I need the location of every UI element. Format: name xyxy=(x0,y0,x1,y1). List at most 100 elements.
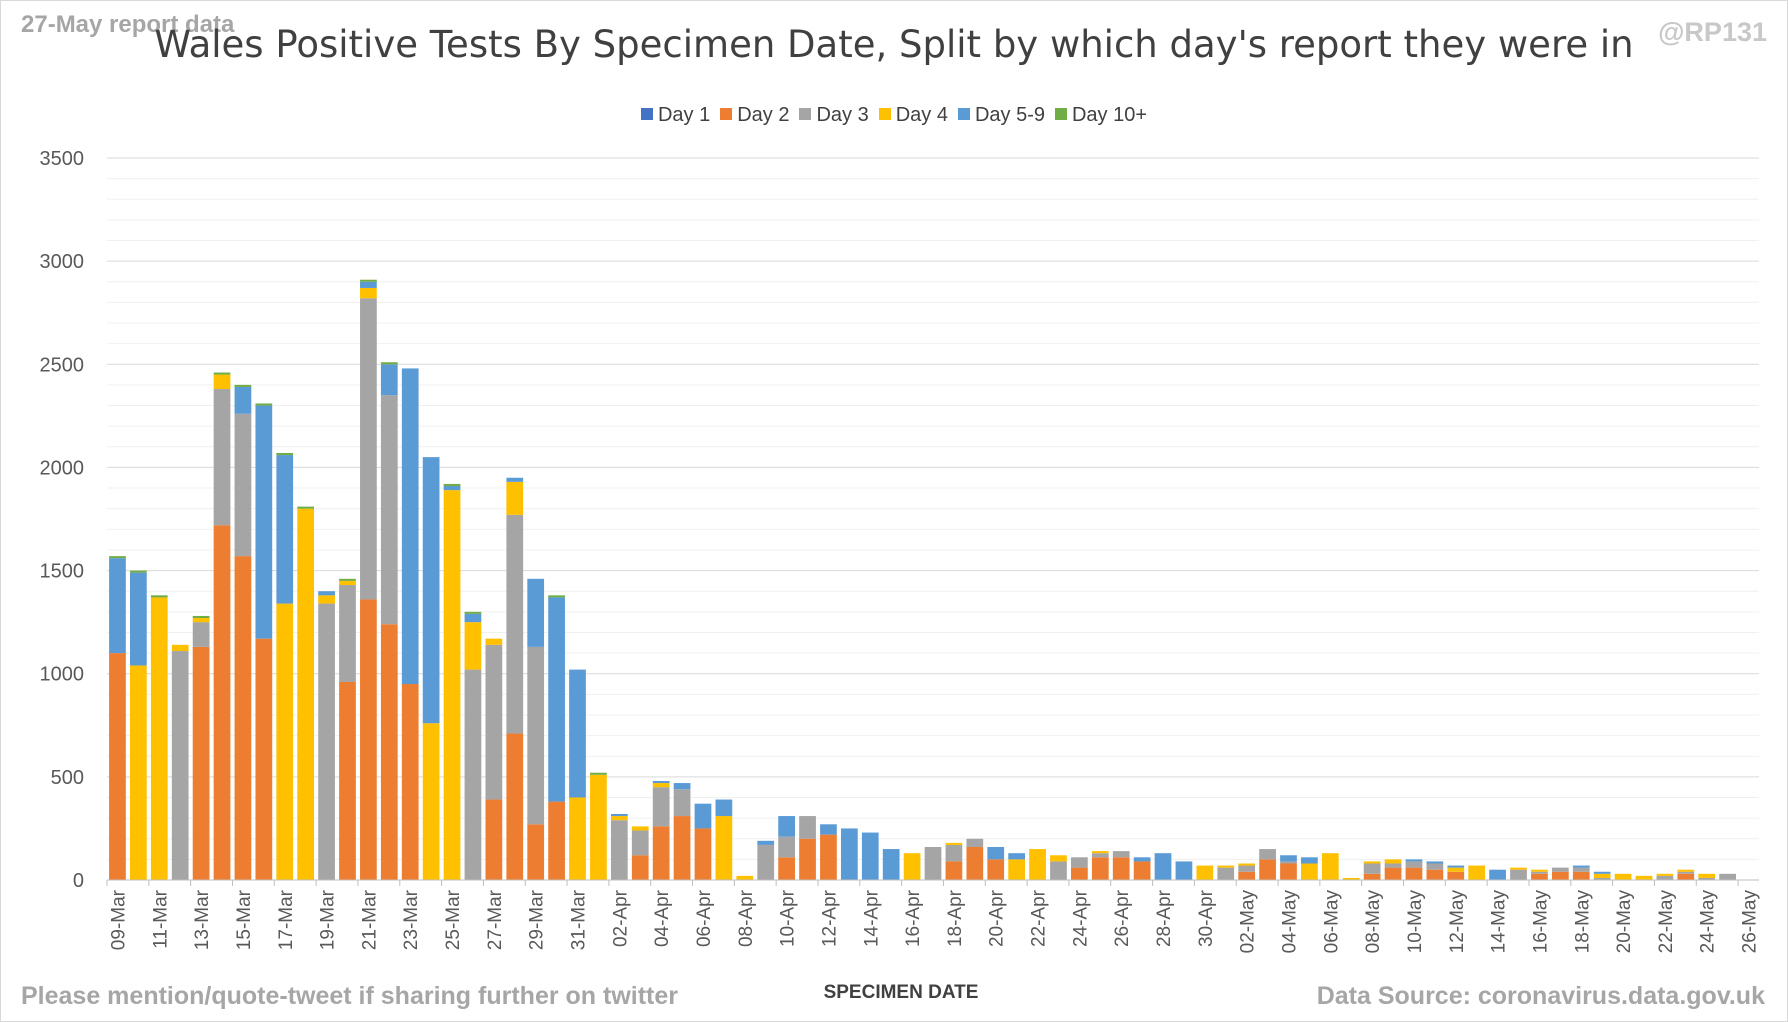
bar-segment-day-3 xyxy=(1112,851,1130,858)
y-tick-label: 500 xyxy=(51,767,84,789)
bar-segment-day-3 xyxy=(1405,861,1423,868)
bar-segment-day-2 xyxy=(401,684,419,880)
legend-swatch xyxy=(640,108,653,120)
bar-segment-day-5-9 xyxy=(360,281,377,288)
bar-segment-day-5-9 xyxy=(1593,871,1611,874)
data-source-note: Data Source: coronavirus.data.gov.uk xyxy=(1316,982,1765,1010)
bar-segment-day-10- xyxy=(464,611,482,614)
y-tick-label: 2000 xyxy=(40,457,85,479)
bar-segment-day-2 xyxy=(192,646,210,880)
bar-segment-day-2 xyxy=(1280,863,1297,880)
bar-segment-day-2 xyxy=(1384,867,1402,880)
bar-segment-day-3 xyxy=(652,787,670,827)
bar-segment-day-5-9 xyxy=(840,828,858,880)
x-tick-label: 15-Mar xyxy=(234,889,255,950)
legend-item: Day 3 xyxy=(799,104,869,127)
bar-segment-day-4 xyxy=(1321,853,1339,880)
bar-segment-day-4 xyxy=(1698,873,1716,878)
bar-segment-day-5-9 xyxy=(715,799,733,817)
bar-segment-day-5-9 xyxy=(987,846,1005,860)
bar-segment-day-5-9 xyxy=(1447,865,1465,868)
bar-segment-day-4 xyxy=(1196,865,1214,880)
x-tick-label: 14-Apr xyxy=(861,889,882,947)
bar-segment-day-2 xyxy=(485,799,503,880)
y-tick-label: 0 xyxy=(73,870,84,892)
x-tick-label: 21-Mar xyxy=(359,889,380,950)
bar-segment-day-5-9 xyxy=(422,457,440,724)
bar-segment-day-3 xyxy=(1426,863,1444,870)
x-tick-label: 18-Apr xyxy=(945,889,966,947)
bar-segment-day-10- xyxy=(130,570,147,573)
bar-segment-day-3 xyxy=(1217,867,1235,880)
bar-segment-day-4 xyxy=(569,797,586,880)
bar-segment-day-4 xyxy=(318,595,335,604)
bar-segment-day-3 xyxy=(1572,867,1590,872)
x-tick-label: 22-May xyxy=(1656,890,1677,954)
bar-segment-day-10- xyxy=(360,279,377,282)
bar-segment-day-2 xyxy=(1572,871,1590,880)
legend-swatch xyxy=(799,108,812,120)
bar-segment-day-3 xyxy=(778,836,795,858)
bar-segment-day-2 xyxy=(673,816,691,880)
x-tick-label: 18-May xyxy=(1572,890,1593,954)
legend-item: Day 2 xyxy=(720,104,789,127)
bar-segment-day-2 xyxy=(694,828,712,880)
bar-segment-day-10- xyxy=(339,578,356,581)
bar-segment-day-4 xyxy=(1342,877,1360,880)
bar-segment-day-4 xyxy=(360,287,377,299)
bar-segment-day-10- xyxy=(380,362,398,365)
bar-segment-day-3 xyxy=(360,298,377,600)
bar-segment-day-3 xyxy=(799,816,816,839)
x-tick-label: 26-May xyxy=(1740,890,1761,954)
bar-segment-day-10- xyxy=(213,372,231,375)
bar-segment-day-3 xyxy=(1091,853,1109,858)
bar-segment-day-3 xyxy=(506,514,524,734)
bar-segment-day-5-9 xyxy=(1175,861,1193,880)
bar-segment-day-3 xyxy=(1071,857,1088,868)
bar-segment-day-4 xyxy=(610,816,628,821)
bar-segment-day-3 xyxy=(213,389,231,526)
x-tick-label: 11-Mar xyxy=(150,889,171,948)
x-tick-label: 12-Apr xyxy=(819,889,840,947)
legend-label: Day 2 xyxy=(737,104,790,126)
bar-segment-day-2 xyxy=(820,834,837,880)
bar-segment-day-10- xyxy=(297,506,315,509)
bar-segment-day-5-9 xyxy=(673,783,691,790)
bar-segment-day-2 xyxy=(631,855,649,880)
bar-segment-day-3 xyxy=(1363,863,1381,874)
bar-segment-day-4 xyxy=(631,826,649,831)
bar-segment-day-4 xyxy=(945,842,963,845)
x-tick-label: 10-Apr xyxy=(778,889,799,947)
bar-segment-day-5-9 xyxy=(882,849,900,880)
bar-segment-day-3 xyxy=(1050,861,1067,880)
bar-segment-day-2 xyxy=(360,599,377,880)
x-tick-label: 04-May xyxy=(1279,890,1300,954)
bar-segment-day-2 xyxy=(1112,857,1130,880)
bar-segment-day-4 xyxy=(590,774,607,880)
x-axis-title: SPECIMEN DATE xyxy=(823,982,979,1003)
legend-label: Day 5-9 xyxy=(974,104,1045,126)
x-tick-label: 17-Mar xyxy=(276,889,297,950)
legend-label: Day 1 xyxy=(657,104,711,126)
bar-segment-day-3 xyxy=(464,669,482,880)
bar-segment-day-4 xyxy=(652,783,670,788)
legend-swatch xyxy=(957,108,970,120)
bar-segment-day-4 xyxy=(1614,873,1632,880)
bar-segment-day-4 xyxy=(276,603,294,880)
x-tick-label: 25-Mar xyxy=(443,889,464,950)
chart-title: Wales Positive Tests By Specimen Date, S… xyxy=(154,23,1634,66)
x-tick-label: 06-May xyxy=(1321,890,1342,954)
x-tick-label: 24-Apr xyxy=(1070,889,1091,947)
bar-segment-day-5-9 xyxy=(506,477,524,482)
x-tick-label: 24-May xyxy=(1698,890,1719,954)
bar-segment-day-3 xyxy=(192,622,210,647)
bar-segment-day-3 xyxy=(234,413,252,557)
bar-segment-day-4 xyxy=(736,875,754,880)
bar-segment-day-5-9 xyxy=(380,364,398,396)
bar-segment-day-3 xyxy=(339,585,356,682)
y-tick-label: 3500 xyxy=(40,148,85,170)
bar-segment-day-10- xyxy=(590,772,607,775)
bar-segment-day-5-9 xyxy=(694,803,712,829)
bar-segment-day-2 xyxy=(1531,873,1548,880)
x-tick-label: 22-Apr xyxy=(1029,889,1050,947)
